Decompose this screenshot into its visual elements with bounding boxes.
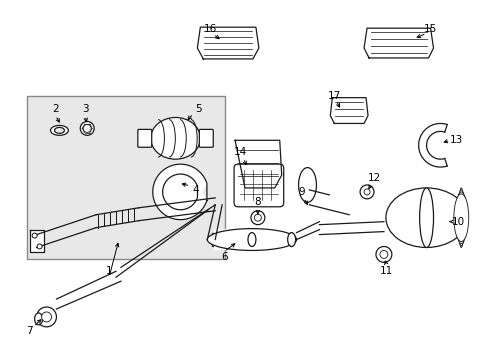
Text: 2: 2 — [52, 104, 59, 113]
Text: 11: 11 — [380, 266, 393, 276]
Polygon shape — [418, 123, 447, 167]
Circle shape — [37, 244, 42, 249]
Circle shape — [375, 247, 391, 262]
Text: 10: 10 — [451, 217, 464, 227]
Text: 7: 7 — [26, 326, 33, 336]
Text: 9: 9 — [298, 187, 304, 197]
Ellipse shape — [456, 190, 465, 246]
FancyBboxPatch shape — [199, 129, 213, 147]
Text: 8: 8 — [254, 197, 261, 207]
Text: 17: 17 — [327, 91, 340, 101]
Polygon shape — [364, 28, 433, 58]
Text: 14: 14 — [233, 147, 246, 157]
Bar — [27, 96, 224, 260]
Text: 6: 6 — [221, 252, 227, 262]
Polygon shape — [152, 164, 206, 220]
Polygon shape — [235, 140, 281, 188]
Polygon shape — [330, 98, 367, 123]
Circle shape — [254, 214, 261, 221]
Bar — [212, 233, 291, 247]
Ellipse shape — [419, 188, 433, 247]
Polygon shape — [197, 27, 258, 59]
Bar — [214, 229, 289, 251]
Ellipse shape — [207, 229, 296, 251]
Ellipse shape — [454, 192, 467, 243]
Ellipse shape — [457, 188, 463, 247]
Circle shape — [83, 125, 91, 132]
Text: 13: 13 — [449, 135, 462, 145]
Ellipse shape — [453, 194, 468, 242]
Ellipse shape — [150, 117, 200, 159]
Ellipse shape — [298, 168, 316, 202]
Text: 4: 4 — [192, 185, 198, 195]
Circle shape — [37, 307, 56, 327]
Text: 15: 15 — [423, 24, 436, 34]
Circle shape — [80, 121, 94, 135]
Circle shape — [32, 233, 37, 238]
Ellipse shape — [287, 233, 295, 247]
Circle shape — [359, 185, 373, 199]
Ellipse shape — [50, 125, 68, 135]
Ellipse shape — [35, 313, 42, 325]
Ellipse shape — [54, 127, 64, 133]
Circle shape — [250, 211, 264, 225]
Text: 12: 12 — [366, 173, 380, 183]
Circle shape — [41, 312, 51, 322]
Text: 1: 1 — [105, 266, 112, 276]
Text: 5: 5 — [195, 104, 201, 113]
Ellipse shape — [247, 233, 255, 247]
Circle shape — [364, 189, 369, 195]
Polygon shape — [30, 230, 43, 252]
FancyBboxPatch shape — [138, 129, 151, 147]
FancyBboxPatch shape — [234, 164, 283, 207]
Text: 3: 3 — [82, 104, 88, 113]
Circle shape — [379, 251, 387, 258]
Bar — [391, 188, 460, 247]
Ellipse shape — [385, 188, 467, 247]
Text: 16: 16 — [203, 24, 217, 34]
